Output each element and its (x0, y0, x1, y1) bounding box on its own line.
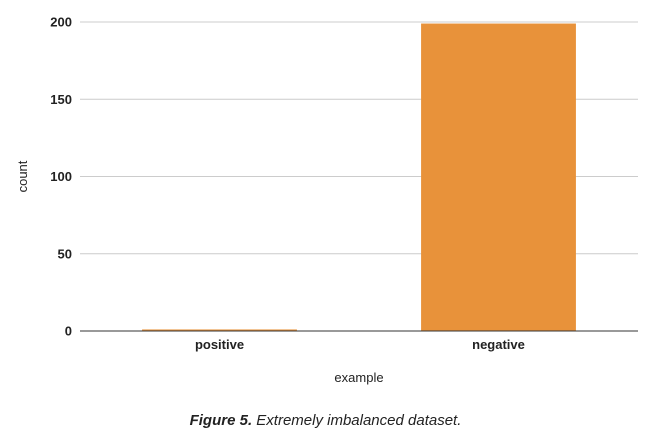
bars (142, 23, 576, 331)
y-tick-labels: 0 50 100 150 200 (50, 15, 72, 339)
bar-negative (421, 23, 576, 331)
y-tick-label: 50 (58, 246, 72, 261)
figure-caption-label: Figure 5. (189, 412, 253, 429)
x-axis-title: example (334, 370, 383, 385)
x-tick-label-positive: positive (195, 337, 244, 352)
x-tick-labels: positive negative (195, 337, 525, 352)
figure-caption-text: Extremely imbalanced dataset. (252, 412, 462, 429)
y-tick-label: 200 (50, 15, 72, 30)
figure-caption: Figure 5. Extremely imbalanced dataset. (0, 412, 651, 429)
y-axis-title: count (15, 160, 30, 192)
y-tick-label: 150 (50, 92, 72, 107)
y-tick-label: 100 (50, 169, 72, 184)
y-tick-label: 0 (65, 324, 72, 339)
bar-positive (142, 329, 297, 331)
x-tick-label-negative: negative (472, 337, 525, 352)
